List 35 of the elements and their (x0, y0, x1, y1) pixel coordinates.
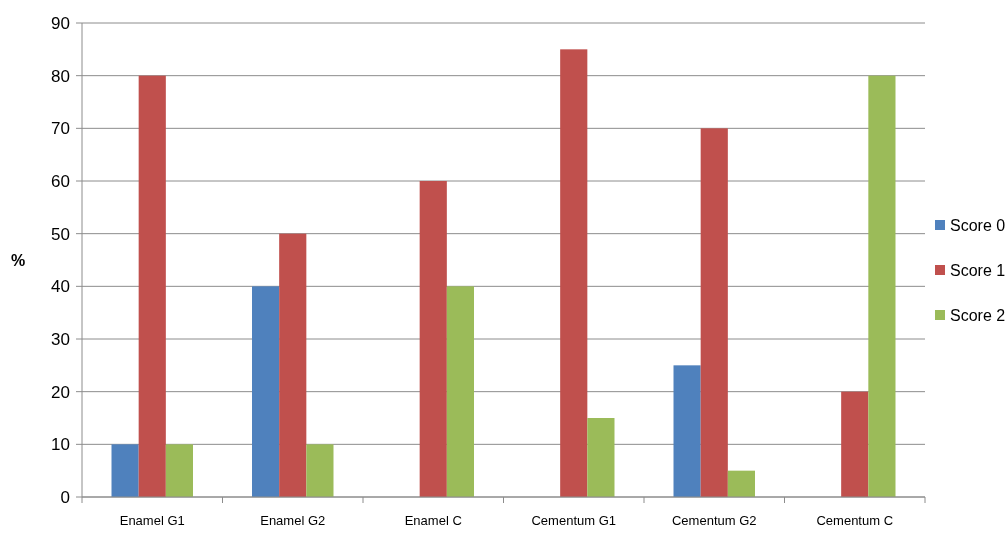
bar (560, 49, 588, 497)
y-axis-title: % (10, 251, 26, 269)
bar (138, 75, 166, 497)
legend-label: Score 2 (950, 306, 1005, 324)
bar (673, 365, 701, 497)
y-tick-label: 80 (51, 66, 70, 86)
y-tick-label: 10 (51, 435, 70, 455)
x-tick-label: Cementum G2 (671, 513, 757, 528)
y-tick-label: 70 (51, 119, 70, 139)
x-tick-label: Cementum G1 (531, 513, 617, 528)
y-tick-label: 0 (60, 487, 70, 507)
bar (252, 286, 280, 497)
bar (279, 233, 307, 497)
bar (306, 444, 334, 497)
y-tick-label: 30 (51, 329, 70, 349)
bar (587, 418, 615, 497)
legend-label: Score 0 (950, 216, 1005, 234)
y-tick-label: 90 (51, 13, 70, 33)
bar (419, 181, 447, 497)
bar (111, 444, 139, 497)
x-tick-label: Cementum C (816, 513, 894, 528)
bar (165, 444, 193, 497)
x-tick-label: Enamel C (404, 513, 462, 528)
bar (727, 470, 755, 497)
x-tick-label: Enamel G2 (260, 513, 326, 528)
bar (700, 128, 728, 497)
y-tick-label: 40 (51, 277, 70, 297)
y-tick-label: 60 (51, 171, 70, 191)
legend-label: Score 1 (950, 261, 1005, 279)
x-tick-label: Enamel G1 (119, 513, 185, 528)
y-tick-label: 20 (51, 382, 70, 402)
bar (841, 391, 869, 497)
bar (868, 75, 896, 497)
bar (446, 286, 474, 497)
y-tick-label: 50 (51, 224, 70, 244)
